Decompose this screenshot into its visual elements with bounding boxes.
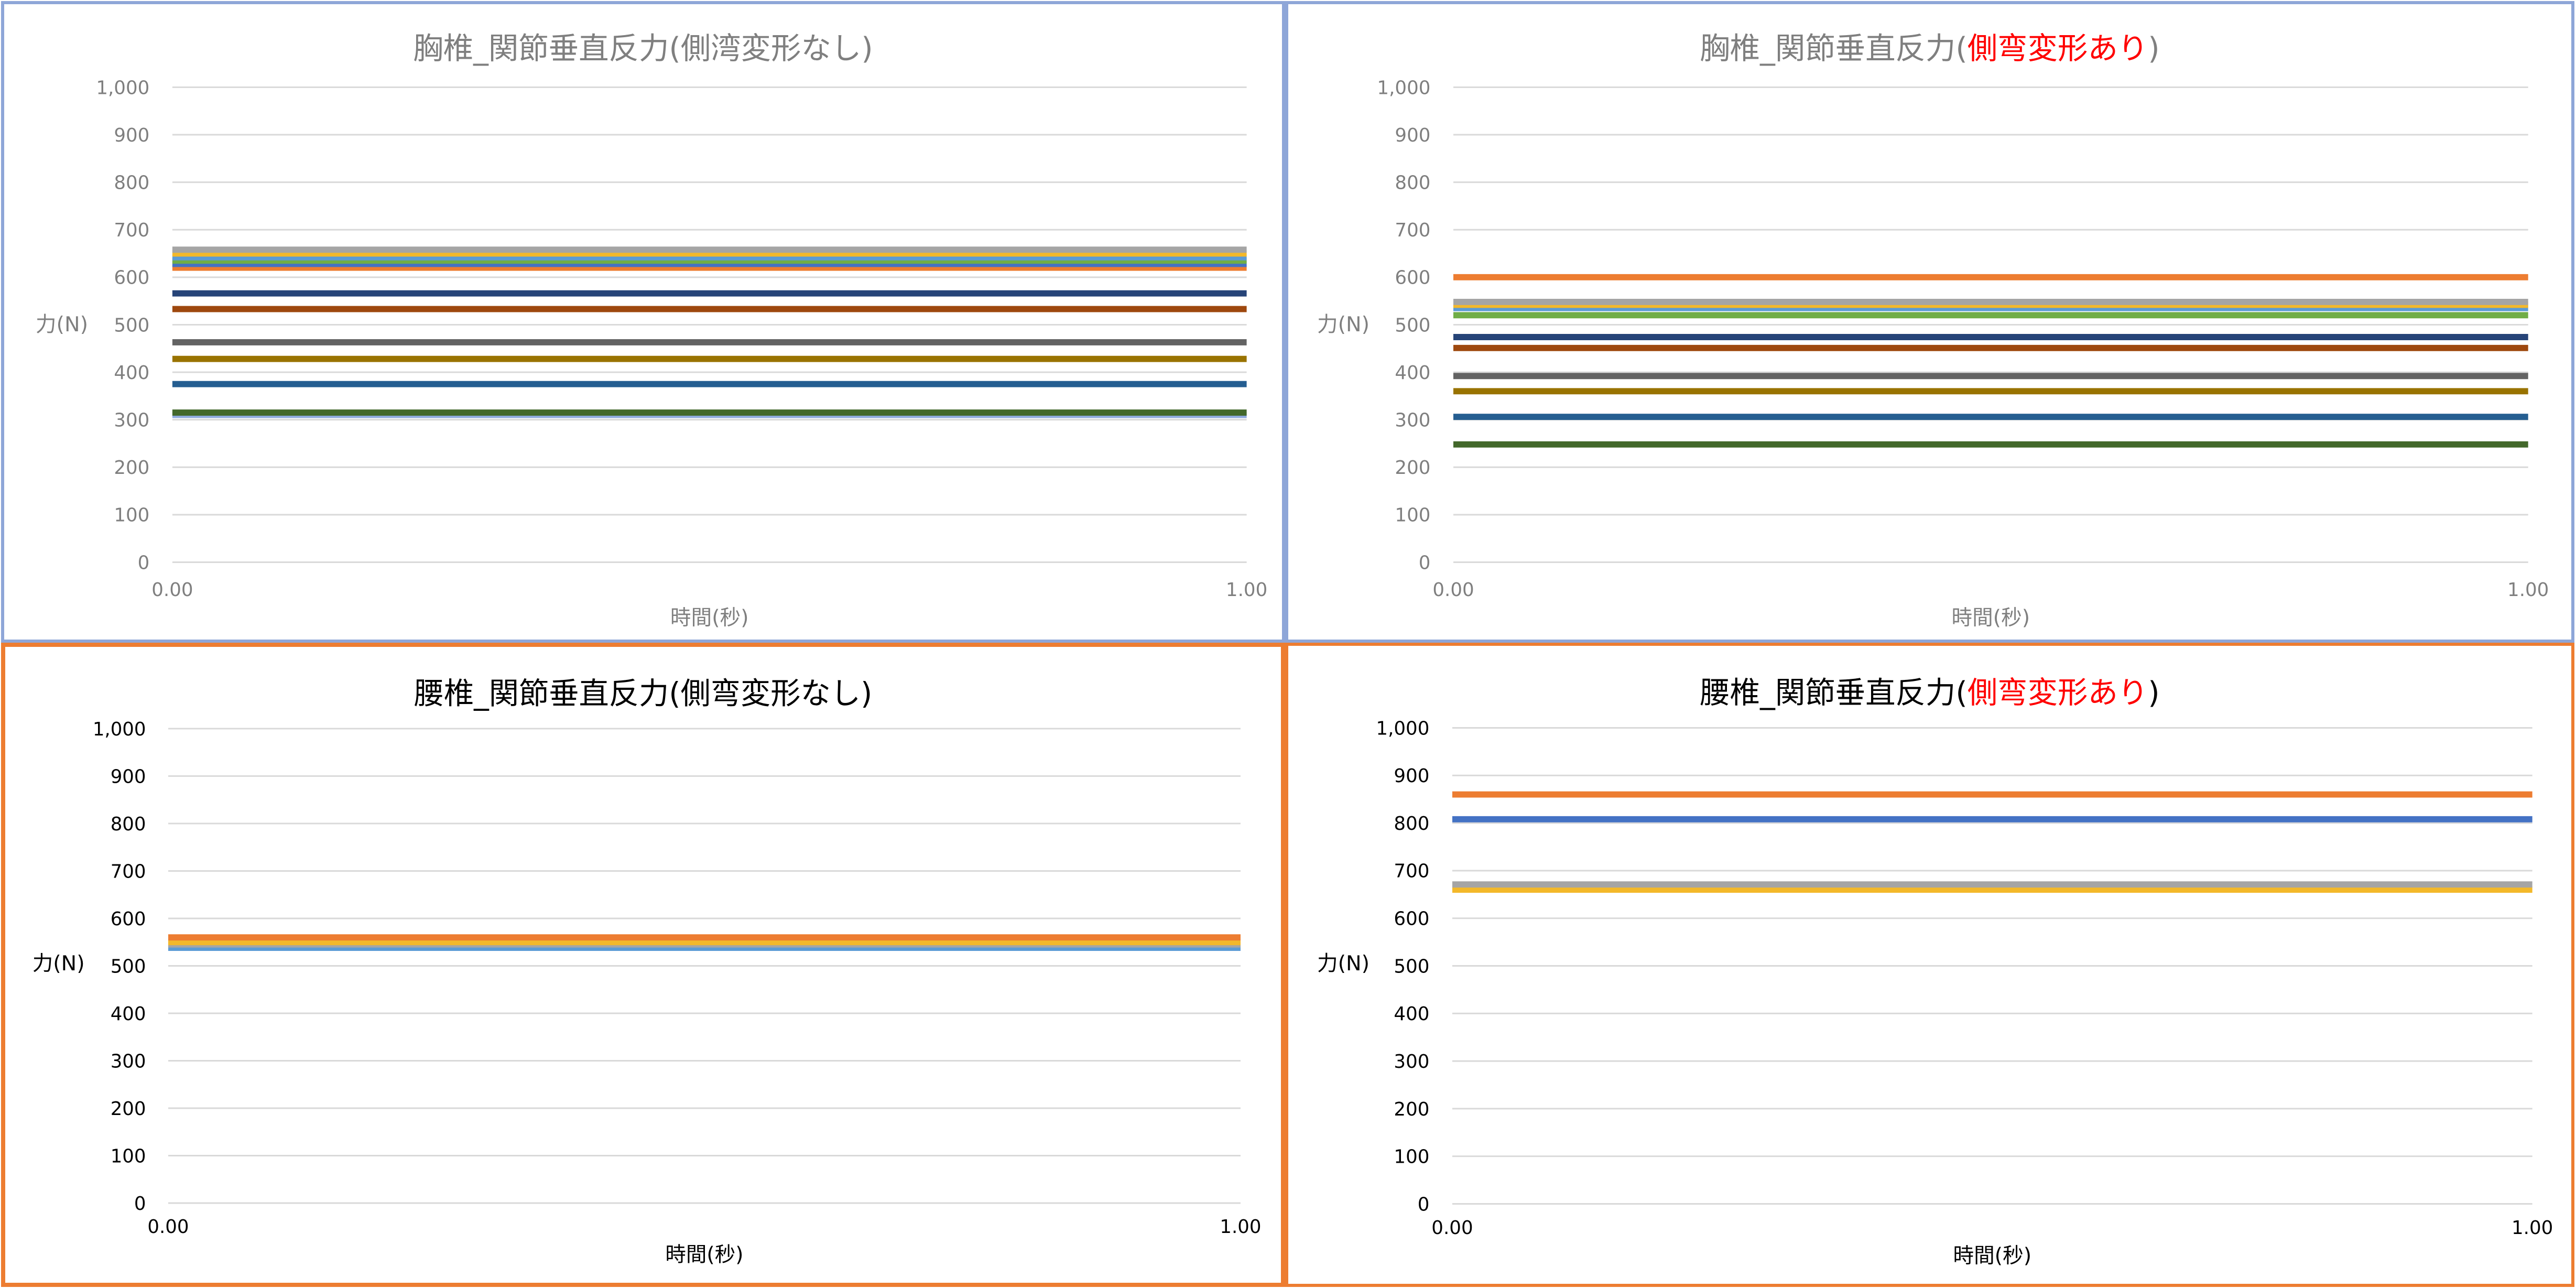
chart-title: 腰椎_関節垂直反力(側弯変形なし) [414, 677, 873, 711]
chart-title-part-2: ) [2148, 675, 2159, 710]
x-axis-label: 時間(秒) [1952, 605, 2030, 630]
y-tick-label: 400 [111, 1003, 146, 1025]
y-tick-label: 200 [114, 457, 149, 479]
y-tick-label: 800 [1394, 813, 1429, 835]
y-axis-label: 力(N) [32, 951, 85, 976]
x-tick-label: 1.00 [2512, 1217, 2553, 1239]
y-tick-label: 700 [1394, 861, 1429, 882]
y-tick-label: 400 [1395, 362, 1430, 384]
y-tick-label: 700 [114, 220, 149, 241]
chart-title-part-1: 側弯変形あり [1968, 675, 2148, 710]
y-tick-label: 500 [111, 956, 146, 977]
y-tick-label: 900 [1395, 125, 1430, 146]
x-tick-label: 0.00 [1431, 1217, 1473, 1239]
y-tick-label: 800 [1395, 172, 1430, 194]
chart-thoracic-with-deformity: 胸椎_関節垂直反力(側弯変形あり) 0 100 200 300 400 500 600 700 8… [1285, 1, 2574, 643]
chart-svg: 胸椎_関節垂直反力(側弯変形あり) 0 100 200 300 400 500 600 700 8… [1317, 31, 2549, 630]
y-tick-label: 500 [114, 315, 149, 336]
chart-svg: 胸椎_関節垂直反力(側湾変形なし) 0 100 200 300 400 500 600 700 8… [36, 31, 1267, 630]
chart-lumbar-with-deformity: 腰椎_関節垂直反力(側弯変形あり) 0 100 200 300 400 500 600 700 8… [1285, 643, 2574, 1287]
y-tick-label: 100 [114, 505, 149, 526]
chart-title: 胸椎_関節垂直反力(側弯変形あり) [1700, 31, 2159, 66]
y-tick-label: 300 [1395, 410, 1430, 431]
y-tick-label: 1,000 [96, 77, 149, 99]
chart-svg: 腰椎_関節垂直反力(側弯変形あり) 0 100 200 300 400 500 600 700 8… [1317, 675, 2553, 1268]
y-tick-label: 600 [114, 267, 149, 289]
x-tick-label: 1.00 [2507, 579, 2549, 601]
y-tick-label: 100 [1394, 1146, 1429, 1168]
chart-title-part-1: 側弯変形あり [1968, 31, 2148, 66]
y-tick-label: 1,000 [1377, 77, 1430, 99]
y-tick-label: 600 [111, 908, 146, 930]
chart-title: 腰椎_関節垂直反力(側弯変形あり) [1700, 675, 2159, 710]
chart-svg: 腰椎_関節垂直反力(側弯変形なし) 0 100 200 300 400 500 600 700 8… [32, 677, 1262, 1267]
y-tick-label: 0 [138, 552, 150, 573]
y-tick-label: 400 [1394, 1003, 1429, 1025]
y-tick-label: 200 [1395, 457, 1430, 479]
y-tick-label: 100 [1395, 505, 1430, 526]
chart-title-part-0: 腰椎_関節垂直反力( [1700, 675, 1968, 710]
chart-title-part-0: 胸椎_関節垂直反力(側湾変形なし) [413, 31, 873, 66]
y-tick-label: 900 [1394, 765, 1429, 787]
y-tick-label: 0 [134, 1193, 146, 1215]
y-axis-label: 力(N) [1317, 951, 1369, 976]
y-tick-label: 900 [111, 766, 146, 787]
y-tick-label: 200 [1394, 1099, 1429, 1120]
x-axis-label: 時間(秒) [665, 1243, 743, 1267]
chart-title: 胸椎_関節垂直反力(側湾変形なし) [413, 31, 873, 66]
x-tick-label: 0.00 [151, 579, 193, 601]
y-tick-label: 800 [114, 172, 149, 194]
chart-title-part-0: 腰椎_関節垂直反力(側弯変形なし) [414, 677, 873, 711]
y-tick-label: 0 [1419, 552, 1431, 573]
chart-title-part-2: ) [2148, 31, 2159, 66]
chart-thoracic-no-deformity: 胸椎_関節垂直反力(側湾変形なし) 0 100 200 300 400 500 600 700 8… [1, 1, 1285, 643]
x-axis-label: 時間(秒) [1953, 1243, 2031, 1268]
x-tick-label: 0.00 [147, 1216, 189, 1238]
y-tick-label: 300 [114, 410, 149, 431]
x-axis-label: 時間(秒) [670, 605, 749, 630]
y-tick-label: 400 [114, 362, 149, 384]
y-axis-label: 力(N) [1317, 312, 1369, 337]
y-tick-label: 100 [111, 1145, 146, 1167]
chart-lumbar-no-deformity: 腰椎_関節垂直反力(側弯変形なし) 0 100 200 300 400 500 600 700 8… [1, 643, 1285, 1287]
y-tick-label: 200 [111, 1098, 146, 1120]
y-tick-label: 0 [1418, 1194, 1430, 1215]
y-tick-label: 700 [111, 861, 146, 882]
y-tick-label: 600 [1394, 908, 1429, 930]
x-tick-label: 1.00 [1220, 1216, 1261, 1238]
y-axis-label: 力(N) [36, 312, 88, 337]
x-tick-label: 0.00 [1432, 579, 1474, 601]
y-tick-label: 900 [114, 125, 149, 146]
chart-title-part-0: 胸椎_関節垂直反力( [1700, 31, 1968, 66]
y-tick-label: 300 [1394, 1051, 1429, 1073]
y-tick-label: 300 [111, 1051, 146, 1072]
y-tick-label: 1,000 [1376, 718, 1429, 739]
x-tick-label: 1.00 [1226, 579, 1267, 601]
y-tick-label: 500 [1394, 956, 1429, 977]
y-tick-label: 600 [1395, 267, 1430, 289]
y-tick-label: 500 [1395, 315, 1430, 336]
y-tick-label: 1,000 [93, 719, 146, 740]
y-tick-label: 700 [1395, 220, 1430, 241]
y-tick-label: 800 [111, 814, 146, 835]
